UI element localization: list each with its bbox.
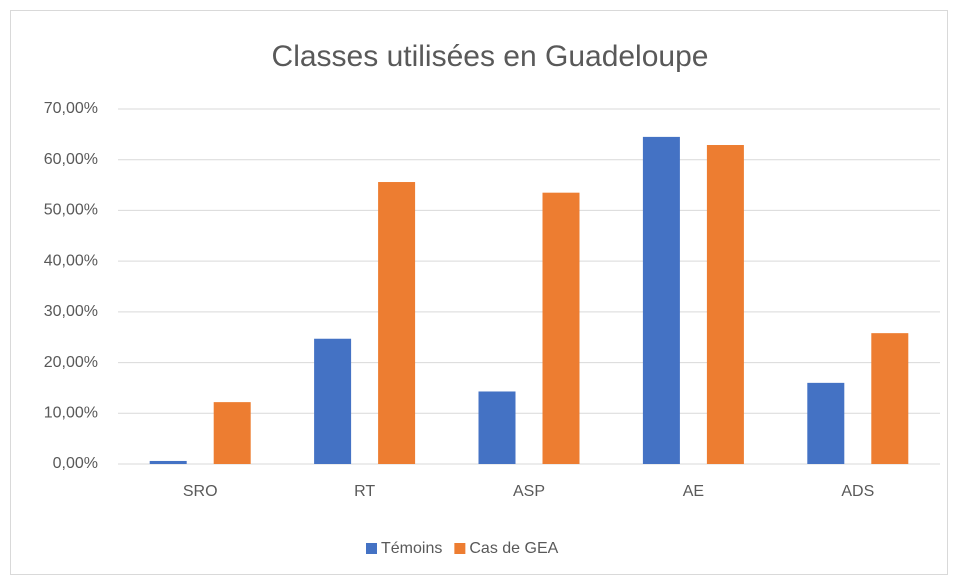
y-tick-label: 0,00% — [53, 455, 98, 472]
bar — [706, 145, 744, 464]
chart-frame — [10, 10, 948, 575]
bar — [871, 333, 909, 464]
bar — [378, 182, 416, 464]
x-tick-label: ASP — [513, 483, 545, 500]
bar — [478, 391, 516, 464]
bar — [314, 338, 352, 464]
y-tick-label: 20,00% — [44, 354, 98, 371]
y-tick-label: 50,00% — [44, 202, 98, 219]
x-tick-label: RT — [354, 483, 375, 500]
bar — [542, 192, 580, 464]
y-tick-label: 70,00% — [44, 100, 98, 117]
y-tick-label: 60,00% — [44, 151, 98, 168]
bar — [642, 136, 680, 464]
bar — [807, 382, 845, 464]
chart-title: Classes utilisées en Guadeloupe — [272, 40, 709, 73]
legend-swatch — [454, 543, 466, 554]
bar — [149, 460, 187, 464]
legend-label: Témoins — [381, 540, 442, 557]
x-tick-label: ADS — [841, 483, 874, 500]
legend-label: Cas de GEA — [469, 540, 558, 557]
x-tick-label: SRO — [183, 483, 218, 500]
y-tick-label: 30,00% — [44, 303, 98, 320]
x-tick-label: AE — [683, 483, 704, 500]
y-tick-label: 10,00% — [44, 405, 98, 422]
y-tick-label: 40,00% — [44, 252, 98, 269]
bar — [213, 402, 251, 464]
legend-swatch — [366, 543, 377, 554]
